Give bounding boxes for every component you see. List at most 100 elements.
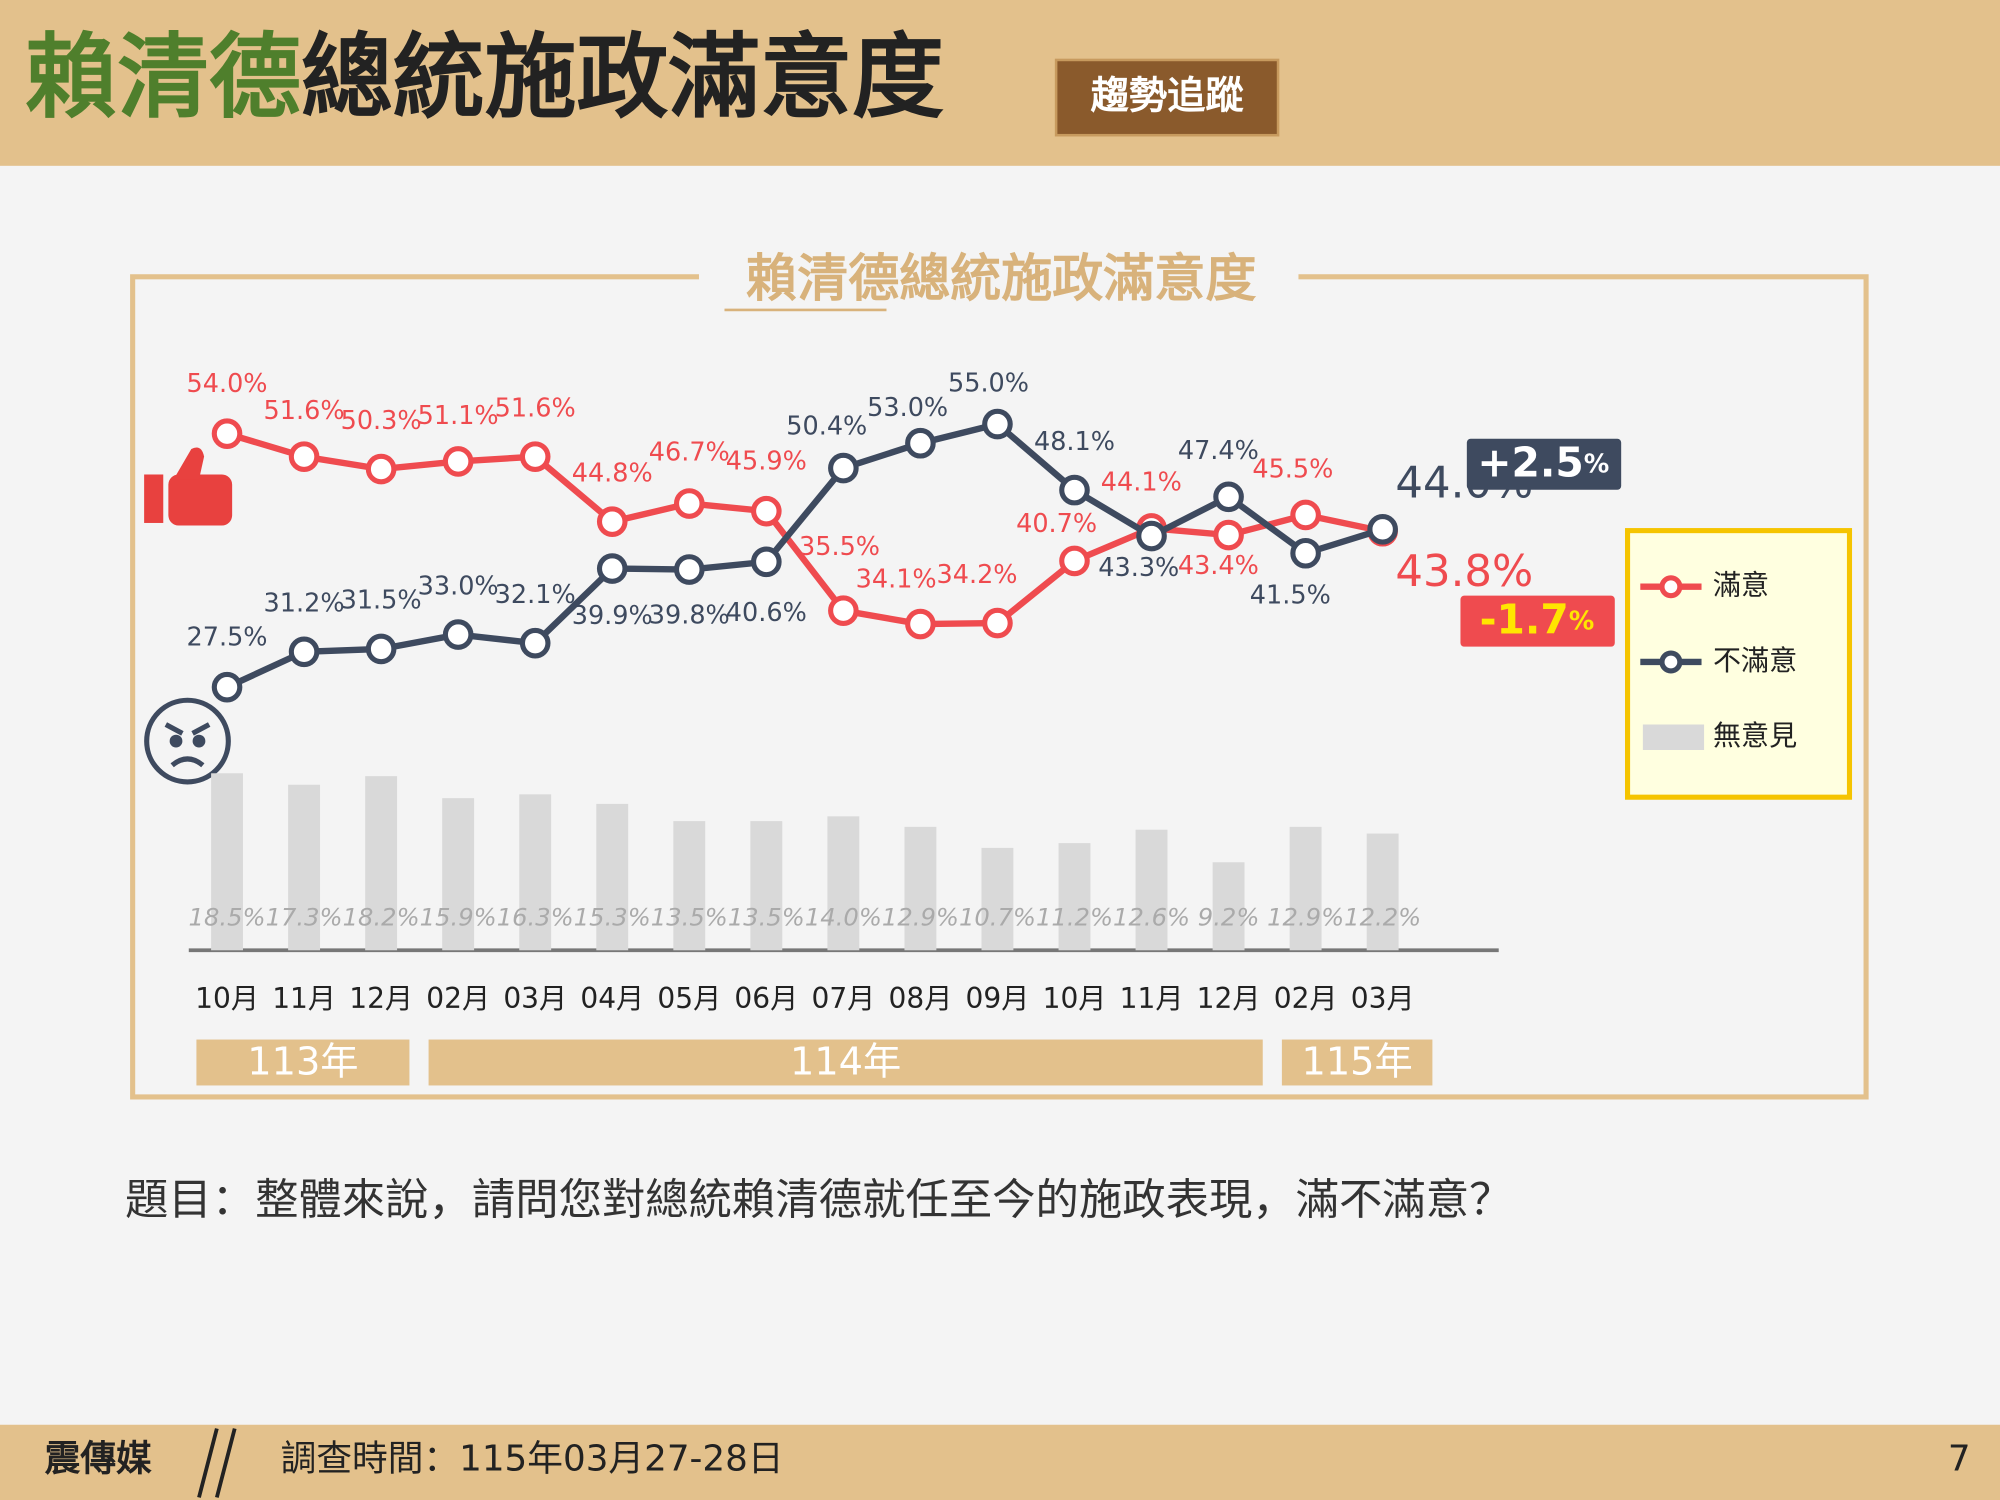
bar <box>365 776 398 951</box>
badge-text: 趨勢追蹤 <box>1091 74 1245 119</box>
footer-band <box>0 1424 2000 1500</box>
value-label: 34.2% <box>937 560 1018 590</box>
line <box>225 420 1384 691</box>
bar-value-label: 9.2% <box>1198 903 1260 931</box>
value-label: 40.7% <box>1016 509 1097 539</box>
bar-value-label: 10.7% <box>959 903 1036 931</box>
value-label: 27.5% <box>187 623 268 653</box>
bar-value-label: 13.5% <box>651 903 728 931</box>
bar <box>673 821 706 951</box>
bar <box>519 794 552 951</box>
legend-swatch <box>1642 724 1705 750</box>
value-label: 55.0% <box>948 369 1029 399</box>
bar-value-label: 15.3% <box>574 903 651 931</box>
value-label: 50.3% <box>341 406 422 436</box>
value-label: 32.1% <box>495 580 576 610</box>
x-tick-label: 04月 <box>580 982 644 1015</box>
marker <box>365 633 397 665</box>
change-value: +2.5 <box>1477 439 1583 487</box>
marker <box>982 607 1013 639</box>
question: 題目：整體來說，請問您對總統賴清德就任至今的施政表現，滿不滿意？ <box>125 1175 1512 1225</box>
marker <box>442 619 474 650</box>
change-unit: % <box>1584 450 1610 480</box>
legend-label: 不滿意 <box>1713 644 1797 677</box>
legend-marker <box>1659 650 1683 674</box>
x-tick-label: 05月 <box>657 982 721 1015</box>
value-label: 50.4% <box>786 411 867 441</box>
marker <box>1367 514 1398 545</box>
footer-survey: 調查時間：115年03月27-28日 <box>281 1438 784 1479</box>
marker <box>1290 537 1321 569</box>
bar-value-label: 12.9% <box>1267 903 1344 931</box>
change-unit: % <box>1569 606 1595 636</box>
footer-source: 震傳媒 <box>45 1438 152 1479</box>
marker <box>1059 545 1090 577</box>
x-tick-label: 11月 <box>1120 982 1184 1015</box>
bar <box>211 773 243 951</box>
bar <box>1289 826 1322 951</box>
marker <box>982 408 1013 440</box>
value-label: 45.5% <box>1252 454 1333 484</box>
brows <box>164 722 211 736</box>
bar-value-label: 12.9% <box>882 903 959 931</box>
year-band <box>196 1039 410 1086</box>
x-tick-label: 06月 <box>734 982 798 1015</box>
bar-value-label: 16.3% <box>497 903 574 931</box>
value-label: 43.4% <box>1178 551 1259 581</box>
bar <box>827 816 860 951</box>
angry-icon <box>144 697 231 785</box>
bar-value-label: 13.5% <box>728 903 805 931</box>
bar-value-label: 12.6% <box>1113 903 1190 931</box>
value-label: 46.7% <box>649 438 730 468</box>
year-band <box>428 1039 1263 1086</box>
value-label: 54.0% <box>187 369 268 399</box>
value-label: 33.0% <box>418 571 499 601</box>
eye <box>169 734 183 748</box>
bar-value-label: 15.9% <box>420 903 497 931</box>
x-tick-label: 02月 <box>1274 982 1338 1015</box>
marker <box>1059 474 1090 506</box>
value-label: 31.5% <box>341 586 422 616</box>
value-label: 53.0% <box>867 393 948 423</box>
value-label: 47.4% <box>1178 436 1259 466</box>
year-band <box>1281 1039 1433 1086</box>
thumb-finger <box>173 447 205 480</box>
bar <box>1212 862 1245 951</box>
bar <box>904 826 937 951</box>
bar <box>981 847 1014 951</box>
thumb-fist <box>168 474 233 526</box>
value-label: 31.2% <box>264 589 345 619</box>
value-label: 44.1% <box>1101 468 1182 498</box>
year-label: 114年 <box>790 1039 901 1084</box>
x-tick-label: 09月 <box>966 982 1030 1015</box>
marker <box>365 453 397 485</box>
face <box>144 697 231 785</box>
title-gap <box>698 261 1299 300</box>
change-badge <box>1460 595 1615 647</box>
marker <box>288 441 320 472</box>
header-band <box>0 0 2000 166</box>
bar <box>596 803 629 951</box>
x-tick-label: 02月 <box>426 982 490 1015</box>
bar <box>1135 829 1168 951</box>
x-tick-label: 12月 <box>349 982 413 1015</box>
marker <box>288 636 320 668</box>
value-label: 51.1% <box>418 401 499 431</box>
value-label: 45.9% <box>726 447 807 477</box>
bar <box>288 784 321 951</box>
x-tick-label: 08月 <box>889 982 953 1015</box>
bar-value-label: 18.5% <box>189 903 266 931</box>
change-text: -1.7% <box>1480 595 1595 643</box>
bar <box>1058 843 1091 951</box>
marker <box>519 441 551 472</box>
change-badge <box>1466 438 1622 490</box>
x-tick-label: 10月 <box>195 982 259 1015</box>
value-label: 39.8% <box>649 601 730 631</box>
year-label: 113年 <box>247 1039 358 1084</box>
marker <box>828 452 859 484</box>
value-label: 43.8% <box>1395 547 1533 597</box>
title: 賴清德總統施政滿意度 <box>26 25 944 132</box>
line <box>226 430 1384 628</box>
bar <box>750 821 783 951</box>
